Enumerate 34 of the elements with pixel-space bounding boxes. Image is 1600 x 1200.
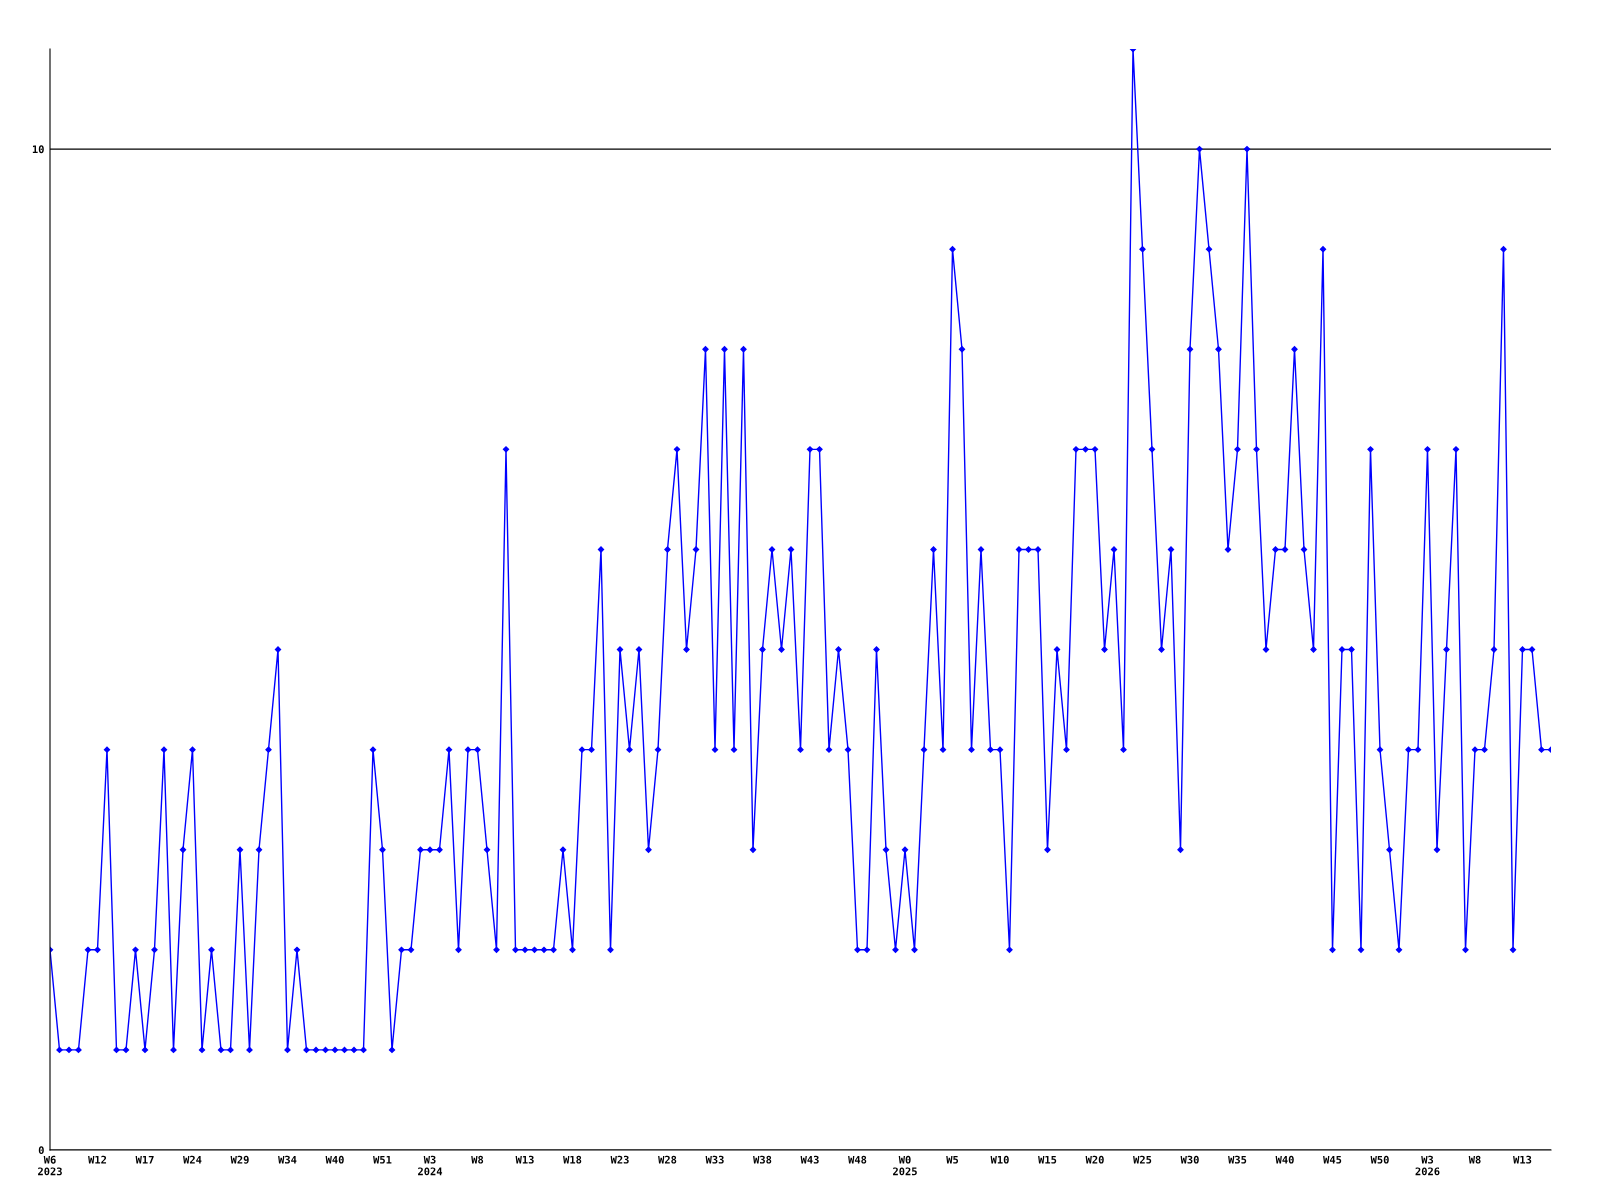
x-tick-label: W6 2023 <box>38 1155 62 1176</box>
x-tick-label: W33 <box>705 1155 724 1164</box>
x-tick-label: W29 <box>230 1155 249 1164</box>
x-tick-label: W48 <box>848 1155 867 1164</box>
x-tick-label: W38 <box>753 1155 772 1164</box>
x-tick-label: W12 <box>88 1155 107 1164</box>
x-tick-label: W8 <box>1468 1155 1481 1164</box>
x-tick-label: W20 <box>1085 1155 1104 1164</box>
x-tick-label: W50 <box>1370 1155 1389 1164</box>
x-tick-label: W10 <box>990 1155 1009 1164</box>
x-tick-label: W35 <box>1228 1155 1247 1164</box>
x-tick-label: W43 <box>800 1155 819 1164</box>
x-tick-label: W13 <box>1513 1155 1532 1164</box>
x-tick-label: W40 <box>325 1155 344 1164</box>
x-tick-label: W23 <box>610 1155 629 1164</box>
x-tick-label: W13 <box>515 1155 534 1164</box>
x-tick-label: W24 <box>183 1155 202 1164</box>
x-tick-label: W25 <box>1133 1155 1152 1164</box>
x-tick-label: W3 2024 <box>418 1155 443 1176</box>
x-tick-label: W17 <box>135 1155 154 1164</box>
x-tick-label: W40 <box>1275 1155 1294 1164</box>
x-tick-label: W15 <box>1038 1155 1057 1164</box>
x-tick-label: W0 2025 <box>893 1155 917 1176</box>
x-tick-label: W45 <box>1323 1155 1342 1164</box>
y-tick-label: 0 <box>38 1146 44 1155</box>
x-tick-label: W51 <box>373 1155 392 1164</box>
x-tick-label: W18 <box>563 1155 582 1164</box>
x-tick-label: W5 <box>946 1155 959 1164</box>
x-tick-label: W3 2026 <box>1415 1155 1440 1176</box>
y-tick-label: 10 <box>32 145 44 154</box>
x-tick-label: W28 <box>658 1155 677 1164</box>
x-tick-label: W30 <box>1180 1155 1199 1164</box>
x-tick-label: W34 <box>278 1155 297 1164</box>
x-tick-label: W8 <box>471 1155 484 1164</box>
